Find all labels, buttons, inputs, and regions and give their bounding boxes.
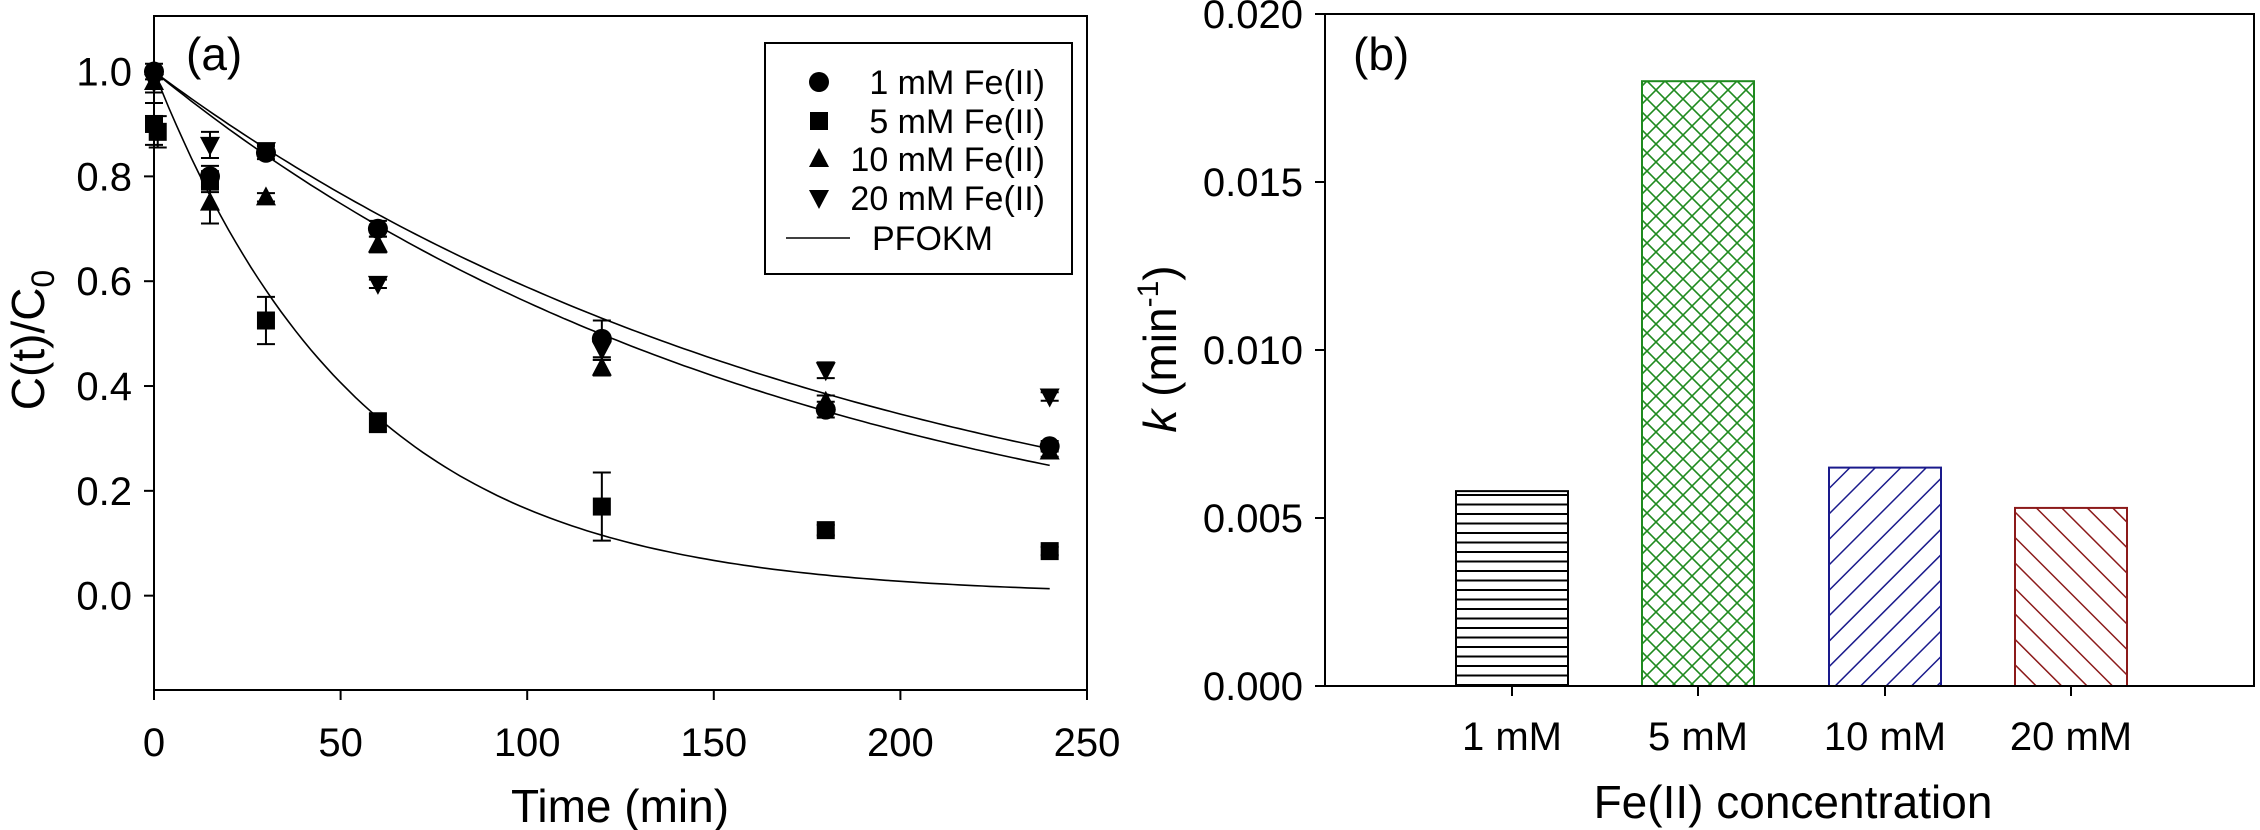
axis-ticks: 0 50 100 150 200 250 0.0 0.2 0.4 0.6 0.8 1.0 bbox=[76, 51, 1120, 765]
marker-triangle-down bbox=[367, 275, 388, 295]
y-axis-title-close: ) bbox=[1134, 265, 1186, 280]
marker-triangle-down bbox=[591, 341, 612, 361]
y-tick-label: 0.4 bbox=[76, 365, 132, 409]
x-axis-title-a: Time (min) bbox=[511, 780, 729, 830]
y-axis-title-b: k (min-1) bbox=[1132, 265, 1186, 432]
x-tick-label: 200 bbox=[867, 721, 934, 765]
axis-ticks: 1 mM 5 mM 10 mM 20 mM 0.000 0.005 0.010 0.015 0.… bbox=[1203, 0, 2132, 759]
bar-10-mm bbox=[1828, 466, 1942, 687]
y-tick-label: 0.005 bbox=[1203, 497, 1303, 541]
marker-triangle-down bbox=[144, 74, 164, 94]
legend: 1 mM Fe(II)5 mM Fe(II)10 mM Fe(II)20 mM … bbox=[764, 42, 1073, 275]
y-tick-label: 0.2 bbox=[76, 470, 132, 514]
y-axis-title-unit: (min bbox=[1134, 307, 1186, 409]
marker-triangle-down bbox=[199, 136, 220, 156]
x-tick-label: 10 mM bbox=[1824, 715, 1946, 759]
marker-triangle-up bbox=[591, 356, 612, 376]
y-tick-label: 0.0 bbox=[76, 575, 132, 619]
marker-triangle-up bbox=[367, 233, 388, 253]
bar-1-mm bbox=[1455, 490, 1569, 687]
series-triangle-down bbox=[144, 70, 1060, 408]
marker-triangle-down bbox=[809, 190, 829, 209]
x-tick-label: 0 bbox=[143, 721, 165, 765]
plot-frame bbox=[153, 15, 1088, 691]
x-tick-label: 150 bbox=[680, 721, 747, 765]
panel-b-rate-constants: 1 mM 5 mM 10 mM 20 mM 0.000 0.005 0.010 0.015 0.… bbox=[1132, 0, 2255, 828]
marker-square bbox=[816, 521, 835, 540]
marker-triangle-up bbox=[809, 148, 829, 167]
x-tick-label: 100 bbox=[494, 721, 561, 765]
y-axis-title-k: k bbox=[1134, 408, 1186, 433]
y-axis-title-sub: 0 bbox=[25, 270, 61, 288]
legend-label: 20 mM Fe(II) bbox=[850, 180, 1045, 218]
marker-triangle-up bbox=[1039, 440, 1060, 460]
y-tick-label: 0.8 bbox=[76, 155, 132, 199]
bar-5-mm bbox=[1641, 80, 1755, 687]
marker-triangle-up bbox=[255, 186, 276, 206]
x-tick-label: 20 mM bbox=[2010, 715, 2132, 759]
legend-label: 10 mM Fe(II) bbox=[850, 141, 1045, 179]
x-tick-label: 50 bbox=[318, 721, 363, 765]
marker-square bbox=[592, 497, 611, 516]
y-tick-label: 0.6 bbox=[76, 260, 132, 304]
y-tick-label: 0.000 bbox=[1203, 665, 1303, 709]
x-tick-label: 5 mM bbox=[1648, 715, 1748, 759]
y-axis-title-main: C(t)/C bbox=[2, 288, 54, 411]
legend-label: 1 mM Fe(II) bbox=[869, 64, 1045, 102]
bar-20-mm bbox=[2014, 506, 2128, 688]
legend-label: 5 mM Fe(II) bbox=[869, 103, 1045, 141]
y-tick-label: 1.0 bbox=[76, 51, 132, 95]
x-tick-label: 250 bbox=[1054, 721, 1121, 765]
marker-square bbox=[148, 122, 167, 141]
marker-triangle-down bbox=[255, 142, 276, 162]
x-tick-label: 1 mM bbox=[1462, 715, 1562, 759]
legend-label: PFOKM bbox=[872, 220, 993, 258]
marker-square bbox=[1040, 542, 1059, 561]
x-axis-title-b: Fe(II) concentration bbox=[1594, 776, 1993, 828]
panel-label-b: (b) bbox=[1353, 28, 1409, 80]
data-points bbox=[144, 61, 1060, 561]
bars bbox=[1455, 80, 2128, 688]
y-tick-label: 0.015 bbox=[1203, 161, 1303, 205]
marker-square bbox=[256, 311, 275, 330]
panel-label-a: (a) bbox=[186, 28, 242, 80]
marker-circle bbox=[809, 72, 829, 92]
marker-triangle-down bbox=[1039, 388, 1060, 408]
marker-triangle-down bbox=[815, 362, 836, 382]
marker-square bbox=[368, 413, 387, 432]
marker-circle bbox=[367, 218, 388, 239]
marker-square bbox=[810, 112, 828, 130]
y-tick-label: 0.010 bbox=[1203, 329, 1303, 373]
y-axis-title-sup: -1 bbox=[1132, 281, 1165, 308]
y-axis-title-a: C(t)/C0 bbox=[2, 270, 61, 410]
marker-triangle-up bbox=[199, 191, 220, 211]
y-tick-label: 0.020 bbox=[1203, 0, 1303, 37]
panel-a-kinetics: 0 50 100 150 200 250 0.0 0.2 0.4 0.6 0.8 1.0 (a) Ti… bbox=[2, 15, 1120, 830]
marker-triangle-up bbox=[815, 390, 836, 410]
fit-curve-pfokm bbox=[153, 70, 1050, 450]
